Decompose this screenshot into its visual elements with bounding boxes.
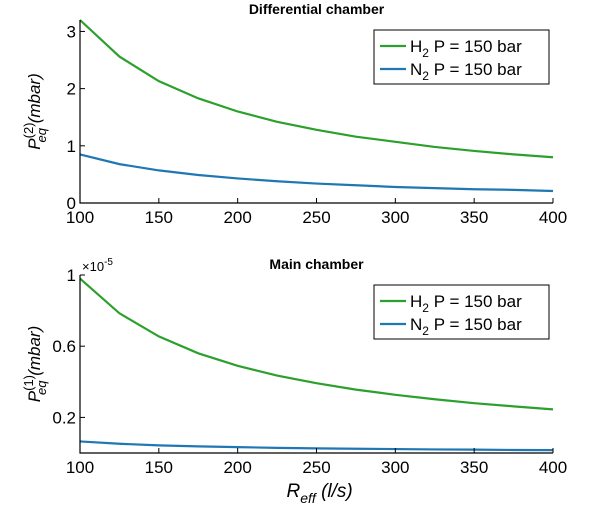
- x-tick-label: 100: [66, 458, 94, 477]
- legend-label: H2 P = 150 bar: [410, 37, 522, 60]
- legend-label: H2 P = 150 bar: [410, 292, 522, 315]
- legend-label: N2 P = 150 bar: [410, 315, 522, 338]
- y-tick-label: 1: [67, 266, 76, 285]
- x-tick-label: 100: [66, 208, 94, 227]
- panel-main: 100 150 200 250 300 350 400 0.2 0.6 1 Main chamber…: [21, 256, 567, 506]
- chart-title: Main chamber: [269, 256, 364, 272]
- x-tick-label: 250: [302, 208, 330, 227]
- series-line-n2: [79, 153, 554, 193]
- y-tick-label: 3: [67, 22, 76, 41]
- x-tick-label: 400: [539, 208, 567, 227]
- y-axis-label: P(2)eq (mbar): [21, 73, 49, 149]
- x-tick-label: 400: [539, 458, 567, 477]
- panel-differential: 100 150 200 250 300 350 400 0 1 2 3 Differential ch…: [21, 1, 567, 227]
- x-tick-label: 350: [460, 458, 488, 477]
- y-tick-label: 0: [67, 194, 76, 213]
- x-tick-label: 350: [460, 208, 488, 227]
- x-axis-label: Reff (l/s): [287, 481, 353, 506]
- legend-box: [373, 284, 550, 340]
- legend-box: [373, 29, 550, 85]
- y-tick-label: 0.2: [52, 408, 76, 427]
- y-tick-label: 1: [67, 137, 76, 156]
- legend-label: N2 P = 150 bar: [410, 60, 522, 83]
- series-line-h2: [79, 19, 554, 159]
- x-tick-label: 250: [302, 458, 330, 477]
- y-tick-label: 0.6: [52, 337, 76, 356]
- y-tick-label: 2: [67, 80, 76, 99]
- x-tick-label: 150: [145, 208, 173, 227]
- x-tick-label: 200: [223, 208, 251, 227]
- y-axis-label: P(1)eq (mbar): [21, 326, 49, 402]
- x-tick-label: 300: [381, 458, 409, 477]
- x-tick-label: 300: [381, 208, 409, 227]
- x-tick-label: 200: [223, 458, 251, 477]
- x-tick-label: 150: [145, 458, 173, 477]
- chart-title: Differential chamber: [249, 1, 385, 17]
- y-multiplier: ×10-5: [82, 257, 113, 274]
- series-line-h2: [79, 277, 554, 411]
